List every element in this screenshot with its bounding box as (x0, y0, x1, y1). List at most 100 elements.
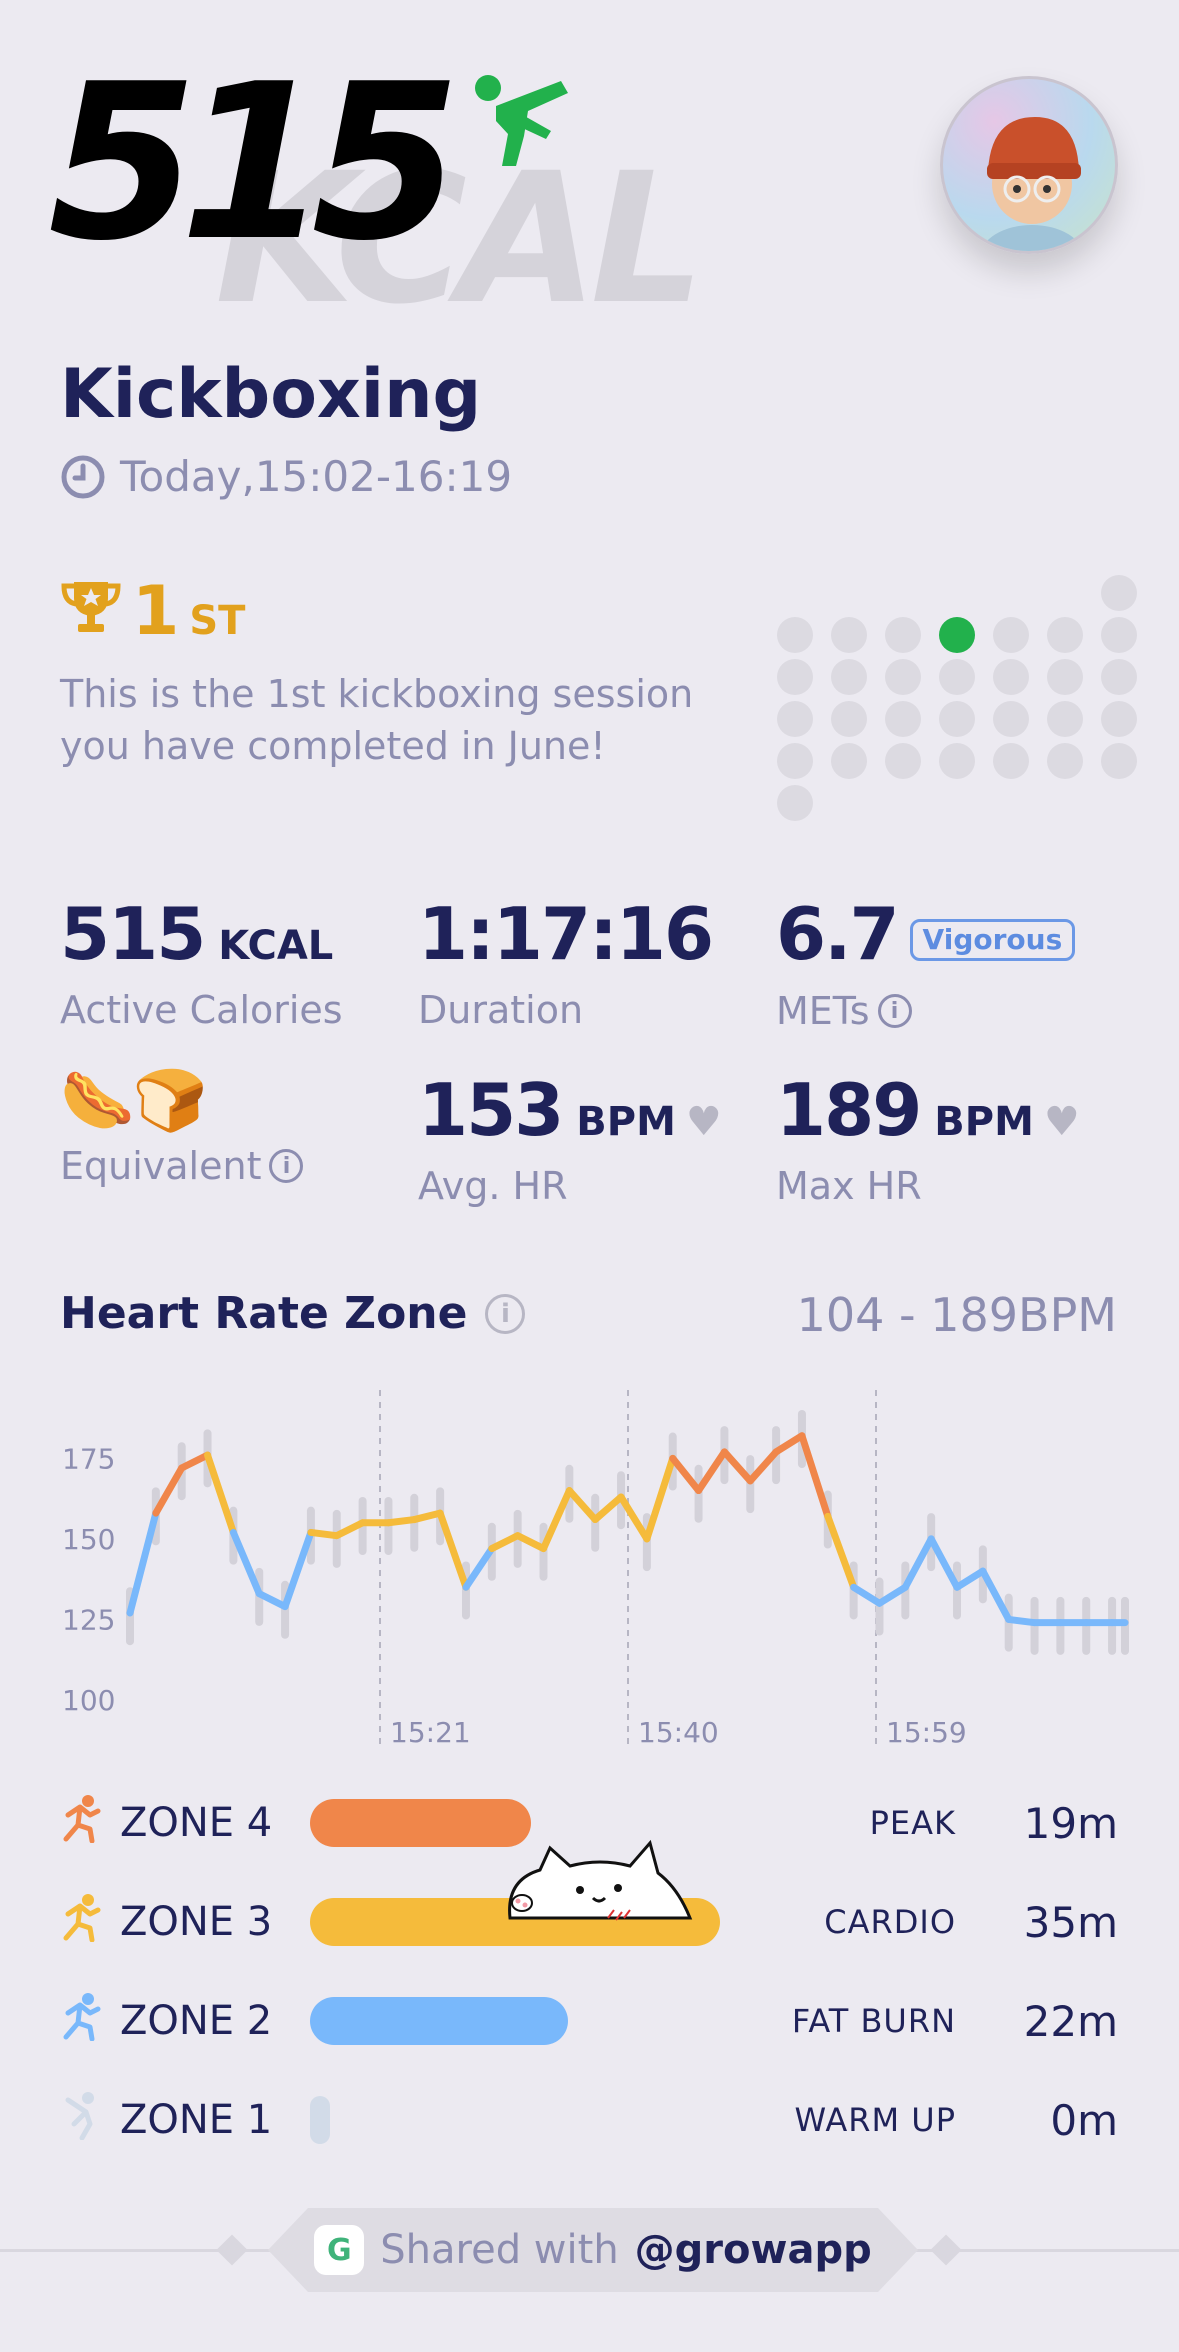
zone-name: WARM UP (794, 2101, 956, 2139)
calories-unit: KCAL (218, 923, 334, 969)
hr-line-segment (333, 1519, 367, 1540)
stat-max-hr: 189 BPM ♥ Max HR (776, 1068, 1080, 1208)
hr-line-segment (617, 1493, 651, 1543)
hr-range: 104 - 189BPM (796, 1288, 1117, 1342)
calendar-dot (1047, 701, 1083, 737)
heart-icon: ♥ (685, 1099, 722, 1145)
hr-line-segment (669, 1454, 703, 1495)
trophy-icon (61, 582, 121, 632)
y-tick-label: 150 (62, 1523, 115, 1556)
runner-icon (60, 1991, 104, 2051)
shared-with-text: Shared with (380, 2227, 619, 2273)
zone-name: CARDIO (824, 1903, 956, 1941)
info-icon[interactable]: i (877, 994, 912, 1028)
food-equivalent-icons: 🌭🍞 (60, 1066, 207, 1136)
y-tick-label: 100 (62, 1684, 115, 1717)
zone-bar-track (310, 2096, 730, 2144)
hr-line-segment (255, 1590, 289, 1611)
max-hr-value: 189 (776, 1068, 922, 1152)
x-tick-label: 15:59 (886, 1716, 967, 1749)
stat-duration: 1:17:16 Duration (418, 892, 714, 1032)
y-tick-label: 175 (62, 1442, 115, 1475)
hr-line-segment (850, 1583, 883, 1607)
zone-bar (310, 2096, 330, 2144)
calendar-dot (777, 701, 813, 737)
calendar-dot (885, 659, 921, 695)
calendar-dot (1101, 701, 1137, 737)
x-tick-label: 15:40 (638, 1716, 719, 1749)
clock-icon (61, 455, 105, 498)
avatar[interactable] (940, 76, 1118, 254)
kcal-background-text: KCAL (215, 135, 705, 344)
equivalent-label: Equivalent (60, 1144, 262, 1188)
avg-hr-value: 153 (418, 1068, 564, 1152)
calendar-dot (1047, 743, 1083, 779)
hr-line-segment (746, 1448, 780, 1485)
calendar-dot (885, 743, 921, 779)
rank-number: 1 (132, 572, 180, 651)
hr-line-segment (798, 1432, 832, 1520)
calendar-dot (831, 743, 867, 779)
calendar-dot (1101, 575, 1137, 611)
session-time-row: Today,15:02-16:19 (60, 452, 512, 501)
x-tick-label: 15:21 (390, 1716, 471, 1749)
rank-label: 1 ST (60, 572, 245, 651)
duration-label: Duration (418, 988, 584, 1032)
zone-label: ZONE 2 (120, 1998, 273, 2044)
hr-line-segment (384, 1516, 418, 1527)
max-hr-label: Max HR (776, 1164, 922, 1208)
calendar-dot (831, 701, 867, 737)
heart-icon: ♥ (1043, 1099, 1080, 1145)
hr-line-segment (1005, 1615, 1039, 1627)
avg-hr-label: Avg. HR (418, 1164, 568, 1208)
calendar-dot (1101, 659, 1137, 695)
share-footer[interactable]: G Shared with @growapp (268, 2208, 918, 2292)
calendar-dot (777, 743, 813, 779)
hr-line-segment (229, 1528, 263, 1598)
calories-big-number: 515 (48, 37, 461, 288)
hr-line-segment (695, 1448, 728, 1495)
zone-minutes: 35m (1023, 1897, 1118, 1947)
hr-line-segment (565, 1487, 599, 1524)
calendar-dot (1101, 617, 1137, 653)
hr-line-segment (462, 1545, 496, 1591)
duration-value: 1:17:16 (418, 892, 714, 976)
stat-calories: 515 KCAL Active Calories (60, 898, 343, 1032)
hr-line-segment (126, 1509, 160, 1617)
info-icon[interactable]: i (485, 1293, 526, 1334)
calendar-dot (1047, 617, 1083, 653)
calendar-dot (1047, 659, 1083, 695)
stat-avg-hr: 153 BPM ♥ Avg. HR (418, 1068, 722, 1208)
max-hr-unit: BPM (934, 1099, 1034, 1145)
calendar-dot (831, 617, 867, 653)
zone-bar (310, 1799, 532, 1847)
hr-line-segment (901, 1535, 935, 1591)
runner-icon (60, 1892, 104, 1952)
zone-bar (310, 1997, 569, 2045)
hr-line-segment (875, 1583, 909, 1607)
calendar-dot (993, 659, 1029, 695)
hr-line-segment (772, 1432, 806, 1456)
hr-line-segment (643, 1454, 677, 1543)
hr-line-segment (824, 1512, 858, 1591)
hr-line-segment (953, 1567, 987, 1591)
calendar-dot (777, 785, 813, 821)
activity-title: Kickboxing (60, 355, 482, 434)
calendar-dot (777, 659, 813, 695)
avg-hr-unit: BPM (576, 1099, 676, 1145)
calories-value: 515 (60, 892, 206, 976)
hr-line-segment (979, 1567, 1013, 1623)
hr-line-segment (720, 1448, 754, 1485)
hr-line-segment (178, 1451, 212, 1472)
zone-bar-track (310, 1799, 730, 1847)
rank-description: This is the 1st kickboxing session you h… (60, 672, 694, 768)
calendar-dot (939, 743, 975, 779)
zone-label: ZONE 4 (120, 1800, 273, 1846)
zone-label: ZONE 3 (120, 1899, 273, 1945)
calendar-dot (993, 617, 1029, 653)
zone-row: ZONE 4 PEAK 19m (60, 1793, 1118, 1853)
intensity-badge: Vigorous (909, 919, 1076, 961)
hr-line-segment (307, 1528, 341, 1540)
calories-label: Active Calories (60, 988, 343, 1032)
info-icon[interactable]: i (269, 1149, 304, 1183)
